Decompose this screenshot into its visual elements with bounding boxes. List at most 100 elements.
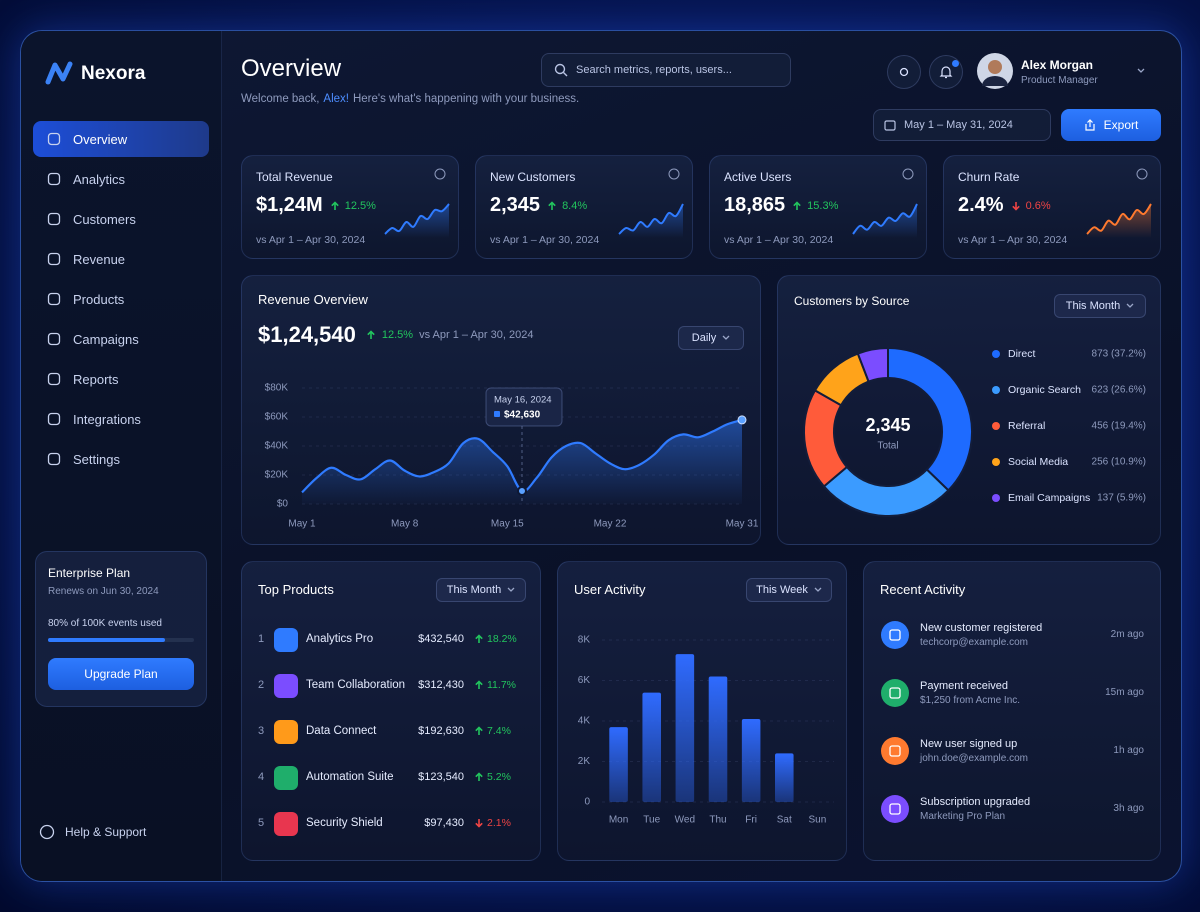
- y-tick-label: 4K: [578, 716, 591, 727]
- x-tick-label: May 22: [594, 519, 627, 530]
- chevron: [1137, 68, 1145, 73]
- activity-icon-bg: [881, 795, 909, 823]
- nav-icon: [47, 292, 61, 306]
- date-range[interactable]: May 1 – May 31, 2024: [873, 109, 1051, 141]
- dropdown[interactable]: Daily: [678, 326, 744, 350]
- trend-arrow: [793, 200, 801, 210]
- y-tick-label: 0: [584, 797, 590, 808]
- activity-time: 2m ago: [1110, 629, 1144, 640]
- welcome-name: Alex!: [323, 93, 349, 105]
- dropdown-label: This Month: [1065, 300, 1121, 312]
- revenue-card: Revenue Overview $1,24,540 12.5% vs Apr 1 –…: [241, 275, 761, 545]
- product-change-row: 7.4%: [474, 725, 511, 737]
- dropdown-label: Daily: [691, 332, 717, 344]
- nav-label: Products: [73, 291, 125, 307]
- export-label: Export: [1103, 118, 1139, 132]
- nav-item[interactable]: Overview: [33, 121, 209, 157]
- product-revenue: $97,430: [424, 817, 464, 829]
- chevron: [1126, 303, 1134, 308]
- product-change-row: 2.1%: [474, 817, 511, 829]
- source-card: Customers by Source This Month 2,345 Total D…: [777, 275, 1161, 545]
- search-icon-shape: [554, 63, 566, 75]
- upgrade-label: Upgrade Plan: [84, 667, 158, 681]
- kpi-value: 2.4%: [958, 194, 1004, 216]
- dropdown-label: This Week: [756, 584, 808, 596]
- trend-arrow: [475, 680, 483, 689]
- kpi-change: 12.5%: [344, 199, 376, 212]
- product-revenue: $432,540: [418, 633, 464, 645]
- tooltip-box: [485, 387, 563, 427]
- tooltip-value: $42,630: [504, 410, 541, 421]
- revenue-compare: vs Apr 1 – Apr 30, 2024: [419, 329, 534, 341]
- date-range-label: May 1 – May 31, 2024: [904, 119, 1013, 131]
- plan-card: Enterprise Plan Renews on Jun 30, 2024 80%…: [35, 551, 207, 707]
- arrow-shape: [793, 200, 801, 210]
- donut-slice: [887, 346, 973, 492]
- dropdown[interactable]: This Week: [746, 578, 832, 602]
- nav-label: Revenue: [73, 251, 126, 267]
- export-button[interactable]: Export: [1061, 109, 1161, 141]
- nav-item[interactable]: Campaigns: [33, 321, 209, 357]
- product-icon: [274, 674, 298, 698]
- kpi-label: New Customers: [490, 170, 576, 184]
- nav-label: Integrations: [73, 411, 141, 427]
- nav-item[interactable]: Revenue: [33, 241, 209, 277]
- sparkline: [384, 203, 450, 235]
- nav-item[interactable]: Settings: [33, 441, 209, 477]
- help-link[interactable]: Help & Support: [35, 817, 207, 847]
- kpi-card: Churn Rate 2.4% 0.6% vs Apr 1 – Apr 30, 202…: [943, 155, 1161, 259]
- product-change-row: 11.7%: [474, 679, 516, 691]
- nav-label: Settings: [73, 451, 120, 467]
- bar: [675, 654, 695, 802]
- activity-icon-glyph: [889, 803, 901, 815]
- nav-item[interactable]: Integrations: [33, 401, 209, 437]
- product-change-row: 5.2%: [474, 771, 511, 783]
- info-icon: [434, 168, 446, 180]
- nav-item[interactable]: Products: [33, 281, 209, 317]
- sparkline-chart: [1086, 203, 1152, 238]
- nav-item[interactable]: Reports: [33, 361, 209, 397]
- legend-label: Direct: [1008, 348, 1036, 360]
- revenue-total-row: $1,24,540 12.5% vs Apr 1 – Apr 30, 2024: [258, 322, 533, 348]
- activity-title: Subscription upgraded: [920, 796, 1031, 808]
- x-tick-label: Mon: [609, 815, 628, 826]
- x-tick-label: May 15: [491, 519, 524, 530]
- upgrade-button[interactable]: Upgrade Plan: [48, 658, 194, 690]
- chevron-shape: [814, 587, 822, 592]
- card-title: Customers by Source: [794, 294, 910, 308]
- activity-icon-glyph: [889, 745, 901, 757]
- activity-title: Payment received: [920, 680, 1009, 692]
- nav-item[interactable]: Customers: [33, 201, 209, 237]
- tooltip-point: [517, 485, 527, 496]
- plan-title: Enterprise Plan: [48, 566, 131, 580]
- kpi-value: 18,865: [724, 194, 786, 216]
- arrow-shape: [475, 680, 483, 689]
- nav-icon: [47, 252, 61, 266]
- nav-icon: [47, 172, 61, 186]
- activity-icon-bg: [881, 679, 909, 707]
- product-name: Analytics Pro: [306, 633, 374, 645]
- dropdown[interactable]: This Month: [1054, 294, 1146, 318]
- kpi-compare: vs Apr 1 – Apr 30, 2024: [724, 234, 834, 246]
- user-role: Product Manager: [1021, 75, 1098, 86]
- x-tick-label: Sat: [777, 815, 792, 826]
- legend-swatch: [992, 458, 1000, 466]
- nav-icon-shape: [47, 172, 61, 186]
- dropdown[interactable]: This Month: [436, 578, 526, 602]
- nav-item[interactable]: Analytics: [33, 161, 209, 197]
- activity-icon-glyph: [889, 629, 901, 641]
- help-icon: [39, 824, 55, 840]
- search-icon-shape: [563, 72, 568, 77]
- search-box[interactable]: Search metrics, reports, users...: [541, 53, 791, 87]
- theme-button[interactable]: [887, 55, 921, 89]
- x-tick-label: Fri: [745, 815, 757, 826]
- logo-shape: [45, 61, 73, 85]
- trend-arrow: [1011, 201, 1020, 211]
- activity-icon-bg: [881, 621, 909, 649]
- notifications-button[interactable]: [929, 55, 963, 89]
- nav-icon: [47, 212, 61, 226]
- donut-chart: 2,345 Total Direct 873 (37.2%) Organic Searc…: [803, 346, 1146, 517]
- legend-value: 137 (5.9%): [1097, 493, 1146, 504]
- nav-icon-shape: [47, 412, 61, 426]
